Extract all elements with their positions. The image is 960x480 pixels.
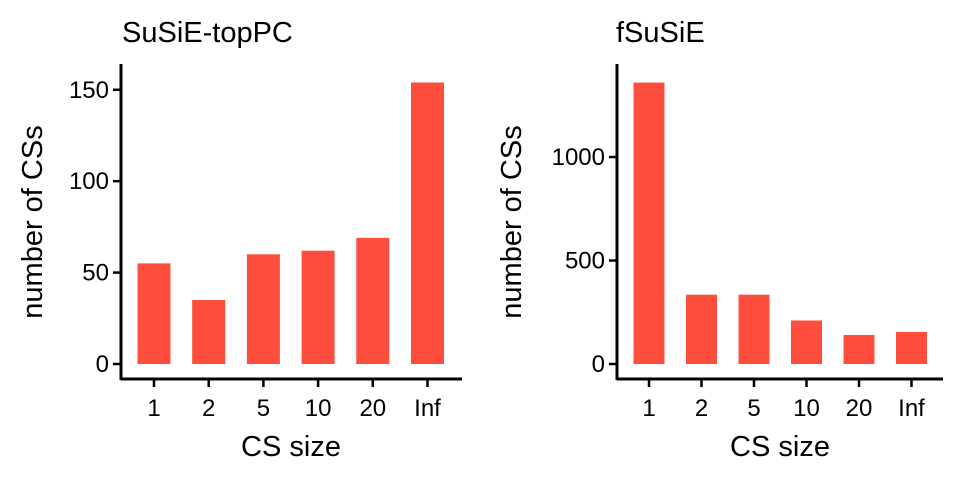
chart-panel-susie-toppc: SuSiE-topPC 0 50 100 150 1 2 5 10 20 Inf CS size… <box>17 17 462 463</box>
x-tick-label: 5 <box>257 395 270 422</box>
y-axis-title: number of CSs <box>496 125 528 318</box>
bars-group <box>137 82 444 364</box>
bar-20 <box>843 335 875 364</box>
x-axis-title: CS size <box>241 431 341 463</box>
x-tick-label: 20 <box>359 395 386 422</box>
x-tick-label: Inf <box>414 395 441 422</box>
y-tick-label: 0 <box>592 351 605 378</box>
x-tick-label: 10 <box>305 395 332 422</box>
bar-2 <box>686 294 717 364</box>
bar-2 <box>192 300 226 364</box>
y-tick-label: 50 <box>82 260 109 287</box>
y-axis-title: number of CSs <box>17 125 49 318</box>
bar-1 <box>137 263 171 364</box>
bar-10 <box>301 250 335 364</box>
x-tick-label: 5 <box>747 395 760 422</box>
x-tick-label: 20 <box>846 395 873 422</box>
y-tick-label: 0 <box>96 351 109 378</box>
x-ticks: 1 2 5 10 20 Inf <box>147 379 441 422</box>
bar-Inf <box>896 331 927 364</box>
panel-title: SuSiE-topPC <box>122 17 293 49</box>
x-tick-label: 10 <box>793 395 820 422</box>
bar-5 <box>738 294 770 364</box>
x-axis-title: CS size <box>730 431 830 463</box>
bar-5 <box>246 254 280 364</box>
bar-Inf <box>411 82 444 364</box>
y-ticks: 0 50 100 150 <box>69 77 121 378</box>
bars-group <box>633 82 927 364</box>
bar-1 <box>633 82 665 364</box>
x-tick-label: 1 <box>642 395 655 422</box>
x-tick-label: 1 <box>147 395 160 422</box>
x-tick-label: Inf <box>898 395 925 422</box>
y-tick-label: 100 <box>69 168 109 195</box>
chart-panel-fsusie: fSuSiE 0 500 1000 1 2 5 10 20 Inf CS size numbe… <box>496 17 943 463</box>
x-tick-label: 2 <box>695 395 708 422</box>
x-ticks: 1 2 5 10 20 Inf <box>642 379 925 422</box>
x-tick-label: 2 <box>202 395 215 422</box>
panel-title: fSuSiE <box>616 17 705 49</box>
y-tick-label: 500 <box>565 248 605 275</box>
bar-20 <box>356 237 390 364</box>
y-tick-label: 1000 <box>552 144 605 171</box>
y-tick-label: 150 <box>69 77 109 104</box>
bar-10 <box>791 320 822 364</box>
y-ticks: 0 500 1000 <box>552 144 617 378</box>
